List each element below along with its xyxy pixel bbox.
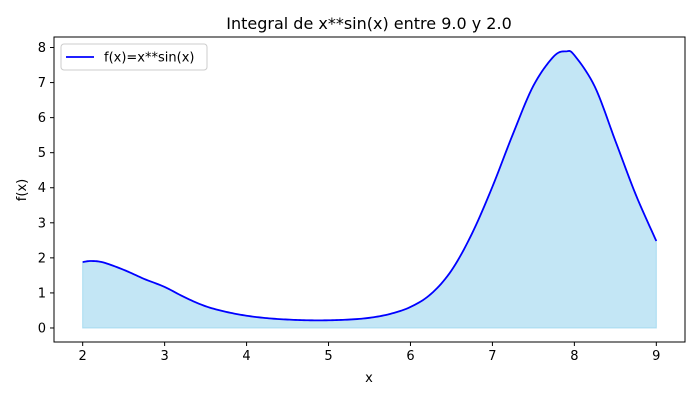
y-tick-label: 6	[38, 111, 46, 126]
y-axis: 0 1 2 3 4 5 6 7 8	[38, 41, 54, 336]
x-axis-label: x	[365, 371, 373, 386]
x-tick-label: 4	[242, 349, 250, 364]
y-tick-label: 1	[38, 286, 46, 301]
y-tick-label: 3	[38, 216, 46, 231]
y-tick-label: 4	[38, 181, 46, 196]
y-tick-label: 5	[38, 146, 46, 161]
y-axis-label: f(x)	[15, 179, 30, 201]
plot-area	[82, 50, 658, 329]
legend-box	[60, 43, 208, 71]
x-tick-label: 3	[160, 349, 168, 364]
x-tick-label: 5	[324, 349, 332, 364]
y-tick-label: 7	[38, 76, 46, 91]
legend: f(x)=x**sin(x)	[60, 43, 208, 71]
chart-title: Integral de x**sin(x) entre 9.0 y 2.0	[226, 14, 512, 33]
integral-area	[82, 50, 657, 329]
x-tick-label: 2	[79, 349, 87, 364]
x-tick-label: 9	[652, 349, 660, 364]
y-tick-label: 8	[38, 41, 46, 56]
y-tick-label: 2	[38, 251, 46, 266]
x-tick-label: 8	[570, 349, 578, 364]
plot-frame	[53, 36, 686, 343]
x-axis: 2 3 4 5 6 7 8 9	[79, 342, 660, 364]
legend-label: f(x)=x**sin(x)	[104, 51, 194, 66]
x-tick-label: 7	[488, 349, 496, 364]
series-line	[82, 50, 658, 322]
x-tick-label: 6	[406, 349, 414, 364]
y-tick-label: 0	[38, 321, 46, 336]
